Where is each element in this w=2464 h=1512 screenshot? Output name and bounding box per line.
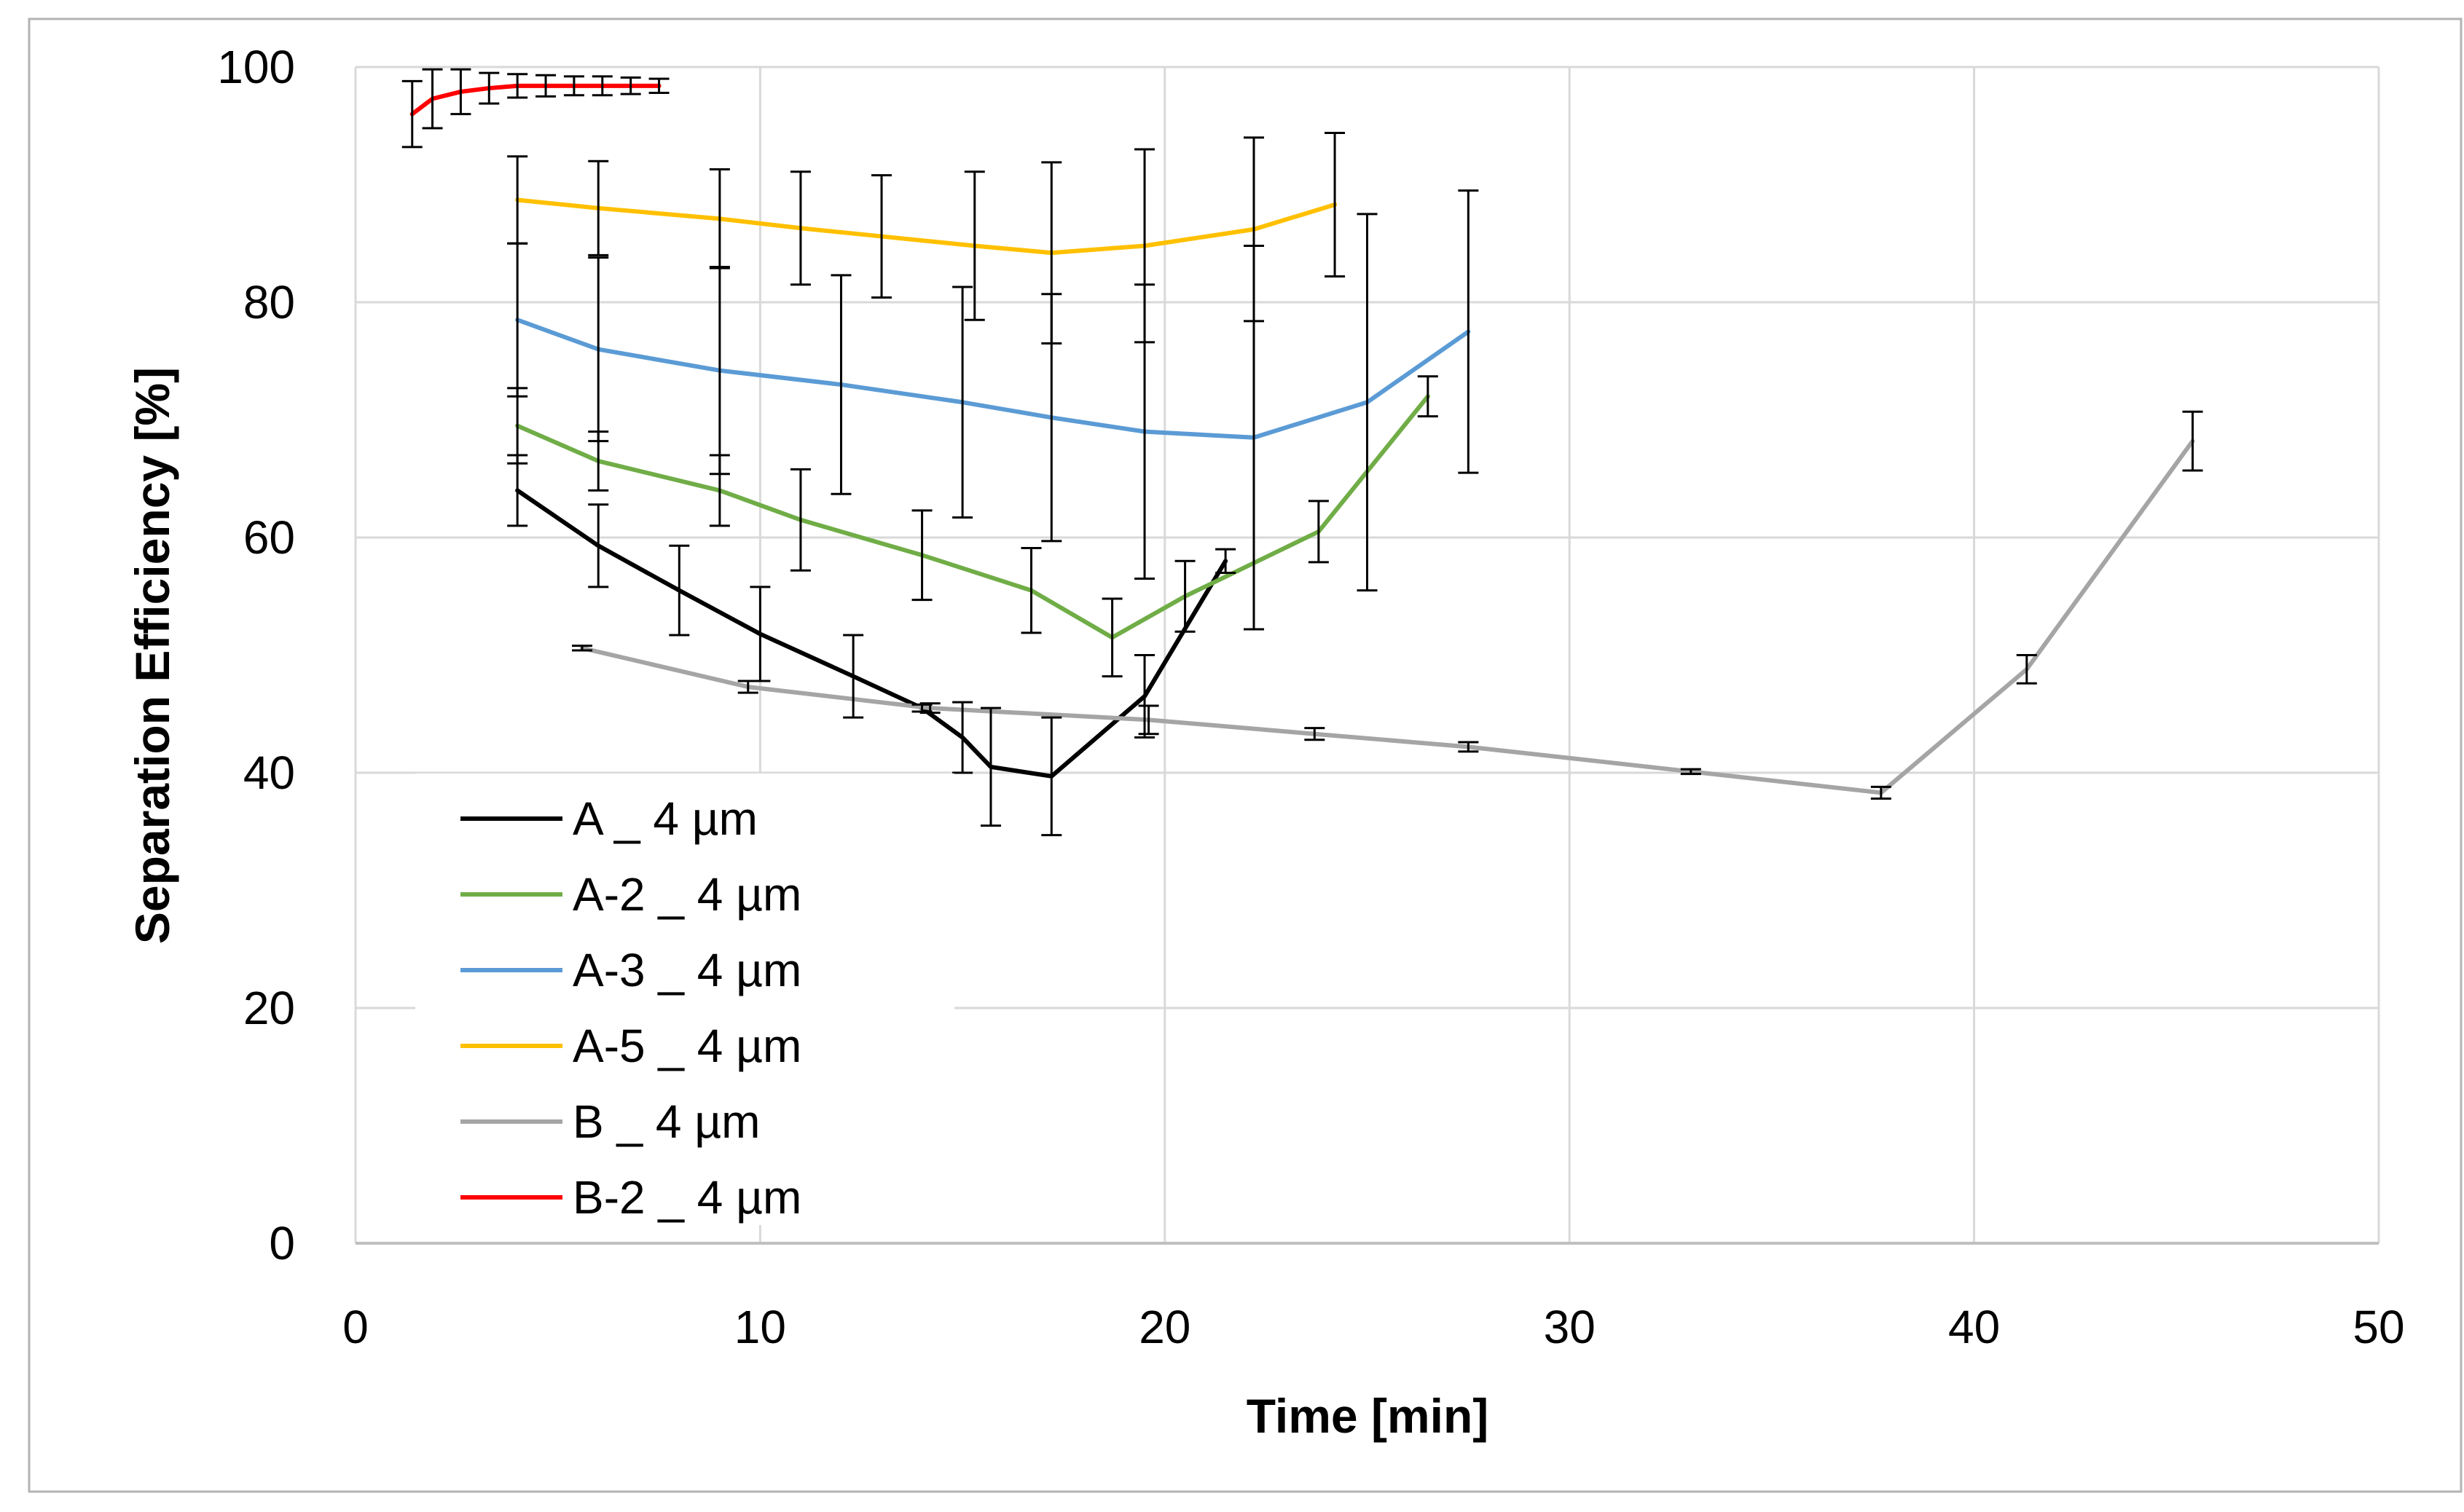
error-bar [1680,768,1701,776]
error-bar [422,68,443,130]
error-bar [1174,559,1196,633]
error-bar [2016,654,2037,685]
error-bar [1325,131,1346,277]
error-bars [401,68,2203,837]
error-bar [964,170,985,321]
y-tick-label: 60 [243,511,295,564]
error-bar [620,76,641,95]
x-tick-label: 40 [1948,1301,2000,1353]
error-bar [1357,213,1378,592]
error-bar [507,155,528,245]
error-bar [1041,161,1062,345]
error-bar [1134,654,1156,739]
legend-label: B _ 4 µm [573,1095,760,1148]
x-tick-label: 10 [734,1301,786,1353]
series-line [409,83,662,117]
error-bar [1243,136,1264,323]
legend-box [415,773,954,1225]
error-bar [737,680,758,694]
grid-lines [354,66,2380,1243]
error-bar [588,256,609,443]
y-tick-label: 80 [243,276,295,328]
error-bar [401,79,423,149]
error-bar [1215,548,1236,574]
error-bar [952,701,973,774]
error-bar [563,75,584,97]
error-bar [1021,547,1042,634]
y-tick-label: 0 [269,1217,295,1269]
legend-label: A _ 4 µm [573,792,758,845]
error-bar [831,274,852,495]
error-bar [2182,410,2203,472]
error-bar [1308,500,1329,564]
error-bar [588,160,609,256]
error-bar [669,544,690,637]
error-bar [709,168,730,269]
y-tick-label: 20 [243,982,295,1034]
error-bar [1304,727,1325,741]
error-bar [588,503,609,588]
x-axis-title: Time [min] [1247,1389,1488,1443]
y-tick-label: 40 [243,747,295,799]
error-bar [843,634,864,719]
error-bar [911,509,933,602]
error-bar [871,174,892,299]
error-bar [1041,716,1062,837]
error-bar [572,645,593,652]
error-bar [790,468,811,572]
legend-label: A-3 _ 4 µm [573,944,801,996]
legend: A _ 4 µm A-2 _ 4 µm A-3 _ 4 µm A-5 _ 4 µm B … [460,792,801,1224]
error-bar [1458,741,1479,753]
series-line [580,438,2195,795]
legend-label: A-2 _ 4 µm [573,868,801,921]
y-axis-title: Separation Efficiency [%] [125,367,179,944]
error-bar [1102,597,1123,678]
legend-label: A-5 _ 4 µm [573,1020,801,1072]
error-bar [479,71,500,105]
legend-label: B-2 _ 4 µm [573,1171,801,1224]
error-bar [1417,375,1438,418]
x-tick-label: 50 [2353,1301,2404,1353]
series-line [515,394,1430,640]
error-bar [790,170,811,286]
x-tick-label: 30 [1544,1301,1596,1353]
error-bar [1138,704,1159,736]
x-tick-labels: 0 10 20 30 40 50 [342,1301,2404,1353]
y-tick-label: 100 [217,41,295,93]
error-bar [1870,785,1891,800]
error-bar [952,286,973,519]
error-bar [648,77,670,95]
error-bar [919,702,941,714]
error-bar [911,703,933,713]
series-line [515,318,1471,440]
series-line [515,197,1338,256]
chart-border [28,17,2463,1493]
y-tick-labels: 0 20 40 60 80 100 [217,41,295,1269]
error-bar [1458,189,1479,474]
error-bar [535,74,557,98]
x-tick-label: 20 [1139,1301,1190,1353]
error-bar [592,75,613,97]
error-bar [980,706,1001,827]
error-bar [1134,148,1156,344]
error-bar [507,73,528,99]
x-tick-label: 0 [342,1301,369,1353]
error-bar [450,68,471,116]
